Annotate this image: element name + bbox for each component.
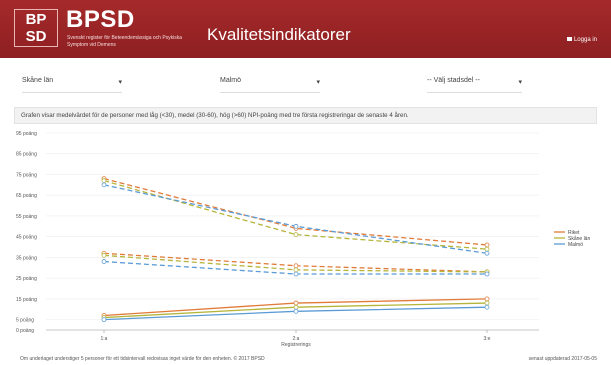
data-point [484, 300, 490, 306]
logo-top: BP [25, 11, 47, 28]
series-line-high [103, 180, 488, 250]
series-line-high [103, 177, 488, 246]
data-point [293, 232, 299, 238]
data-point [484, 250, 490, 256]
y-tick-label: 95 poäng [16, 131, 37, 137]
data-point [293, 271, 299, 277]
y-tick-label: 0 poäng [16, 328, 34, 334]
legend-label: Riket [568, 230, 580, 236]
y-tick-label: 55 poäng [16, 214, 37, 220]
y-tick-label: 85 poäng [16, 152, 37, 158]
footer-note: Om underlaget understiger 5 personer för… [20, 356, 265, 362]
data-point [101, 317, 107, 323]
chevron-down-icon: ▾ [118, 79, 122, 86]
legend-label: Malmö [568, 242, 583, 248]
y-tick-label: 25 poäng [16, 276, 37, 282]
region-select[interactable]: Skåne län ▾ [22, 77, 122, 93]
data-point [484, 242, 490, 248]
city-select[interactable]: Malmö ▾ [220, 77, 320, 93]
brand-subtitle: Svenskt register för Beteendemässiga och… [67, 35, 183, 48]
data-point [101, 252, 107, 258]
header: BP SD BPSD Svenskt register för Beteende… [0, 0, 611, 58]
login-link[interactable]: Logga in [566, 37, 597, 43]
data-point [484, 246, 490, 252]
data-point [293, 308, 299, 314]
y-tick-label: 35 poäng [16, 255, 37, 261]
footer-updated: senast uppdaterad 2017-05-05 [528, 356, 597, 362]
legend-label: Skåne län [568, 235, 590, 242]
data-point [293, 267, 299, 273]
data-point [484, 304, 490, 310]
x-tick-label: 2:a [293, 336, 300, 342]
chevron-down-icon: ▾ [316, 79, 320, 86]
x-tick-label: 3:e [484, 336, 491, 342]
district-select-value: -- Välj stadsdel -- [427, 77, 480, 84]
info-text: Grafen visar medelvärdet för de personer… [14, 107, 597, 124]
data-point [101, 259, 107, 264]
city-select-value: Malmö [220, 77, 242, 84]
data-point [293, 223, 299, 229]
y-tick-label: 65 poäng [16, 193, 37, 199]
district-select[interactable]: -- Välj stadsdel -- ▾ [427, 77, 522, 93]
lock-icon [566, 37, 572, 42]
page-title: Kvalitetsindikatorer [207, 25, 351, 44]
data-point [101, 178, 107, 184]
x-axis-label: Registrerings [281, 342, 311, 348]
line-chart: 0 poäng 5 poäng 15 poäng 25 poäng 35 poäng 45… [16, 131, 590, 348]
data-point [293, 304, 299, 310]
logo[interactable]: BP SD [14, 9, 58, 47]
x-tick-label: 1:a [101, 336, 108, 342]
data-point [293, 300, 299, 306]
y-tick-label: 15 poäng [16, 297, 37, 303]
region-select-value: Skåne län [22, 77, 54, 84]
data-point [293, 263, 299, 269]
data-point [484, 271, 490, 277]
chevron-down-icon: ▾ [518, 79, 522, 86]
data-point [484, 296, 490, 302]
y-tick-label: 75 poäng [16, 172, 37, 178]
data-point [101, 182, 107, 188]
y-tick-label: 45 poäng [16, 235, 37, 241]
login-label: Logga in [573, 37, 597, 43]
y-tick-label: 5 poäng [16, 318, 34, 324]
logo-bottom: SD [25, 28, 47, 45]
brand-name[interactable]: BPSD [66, 6, 135, 33]
